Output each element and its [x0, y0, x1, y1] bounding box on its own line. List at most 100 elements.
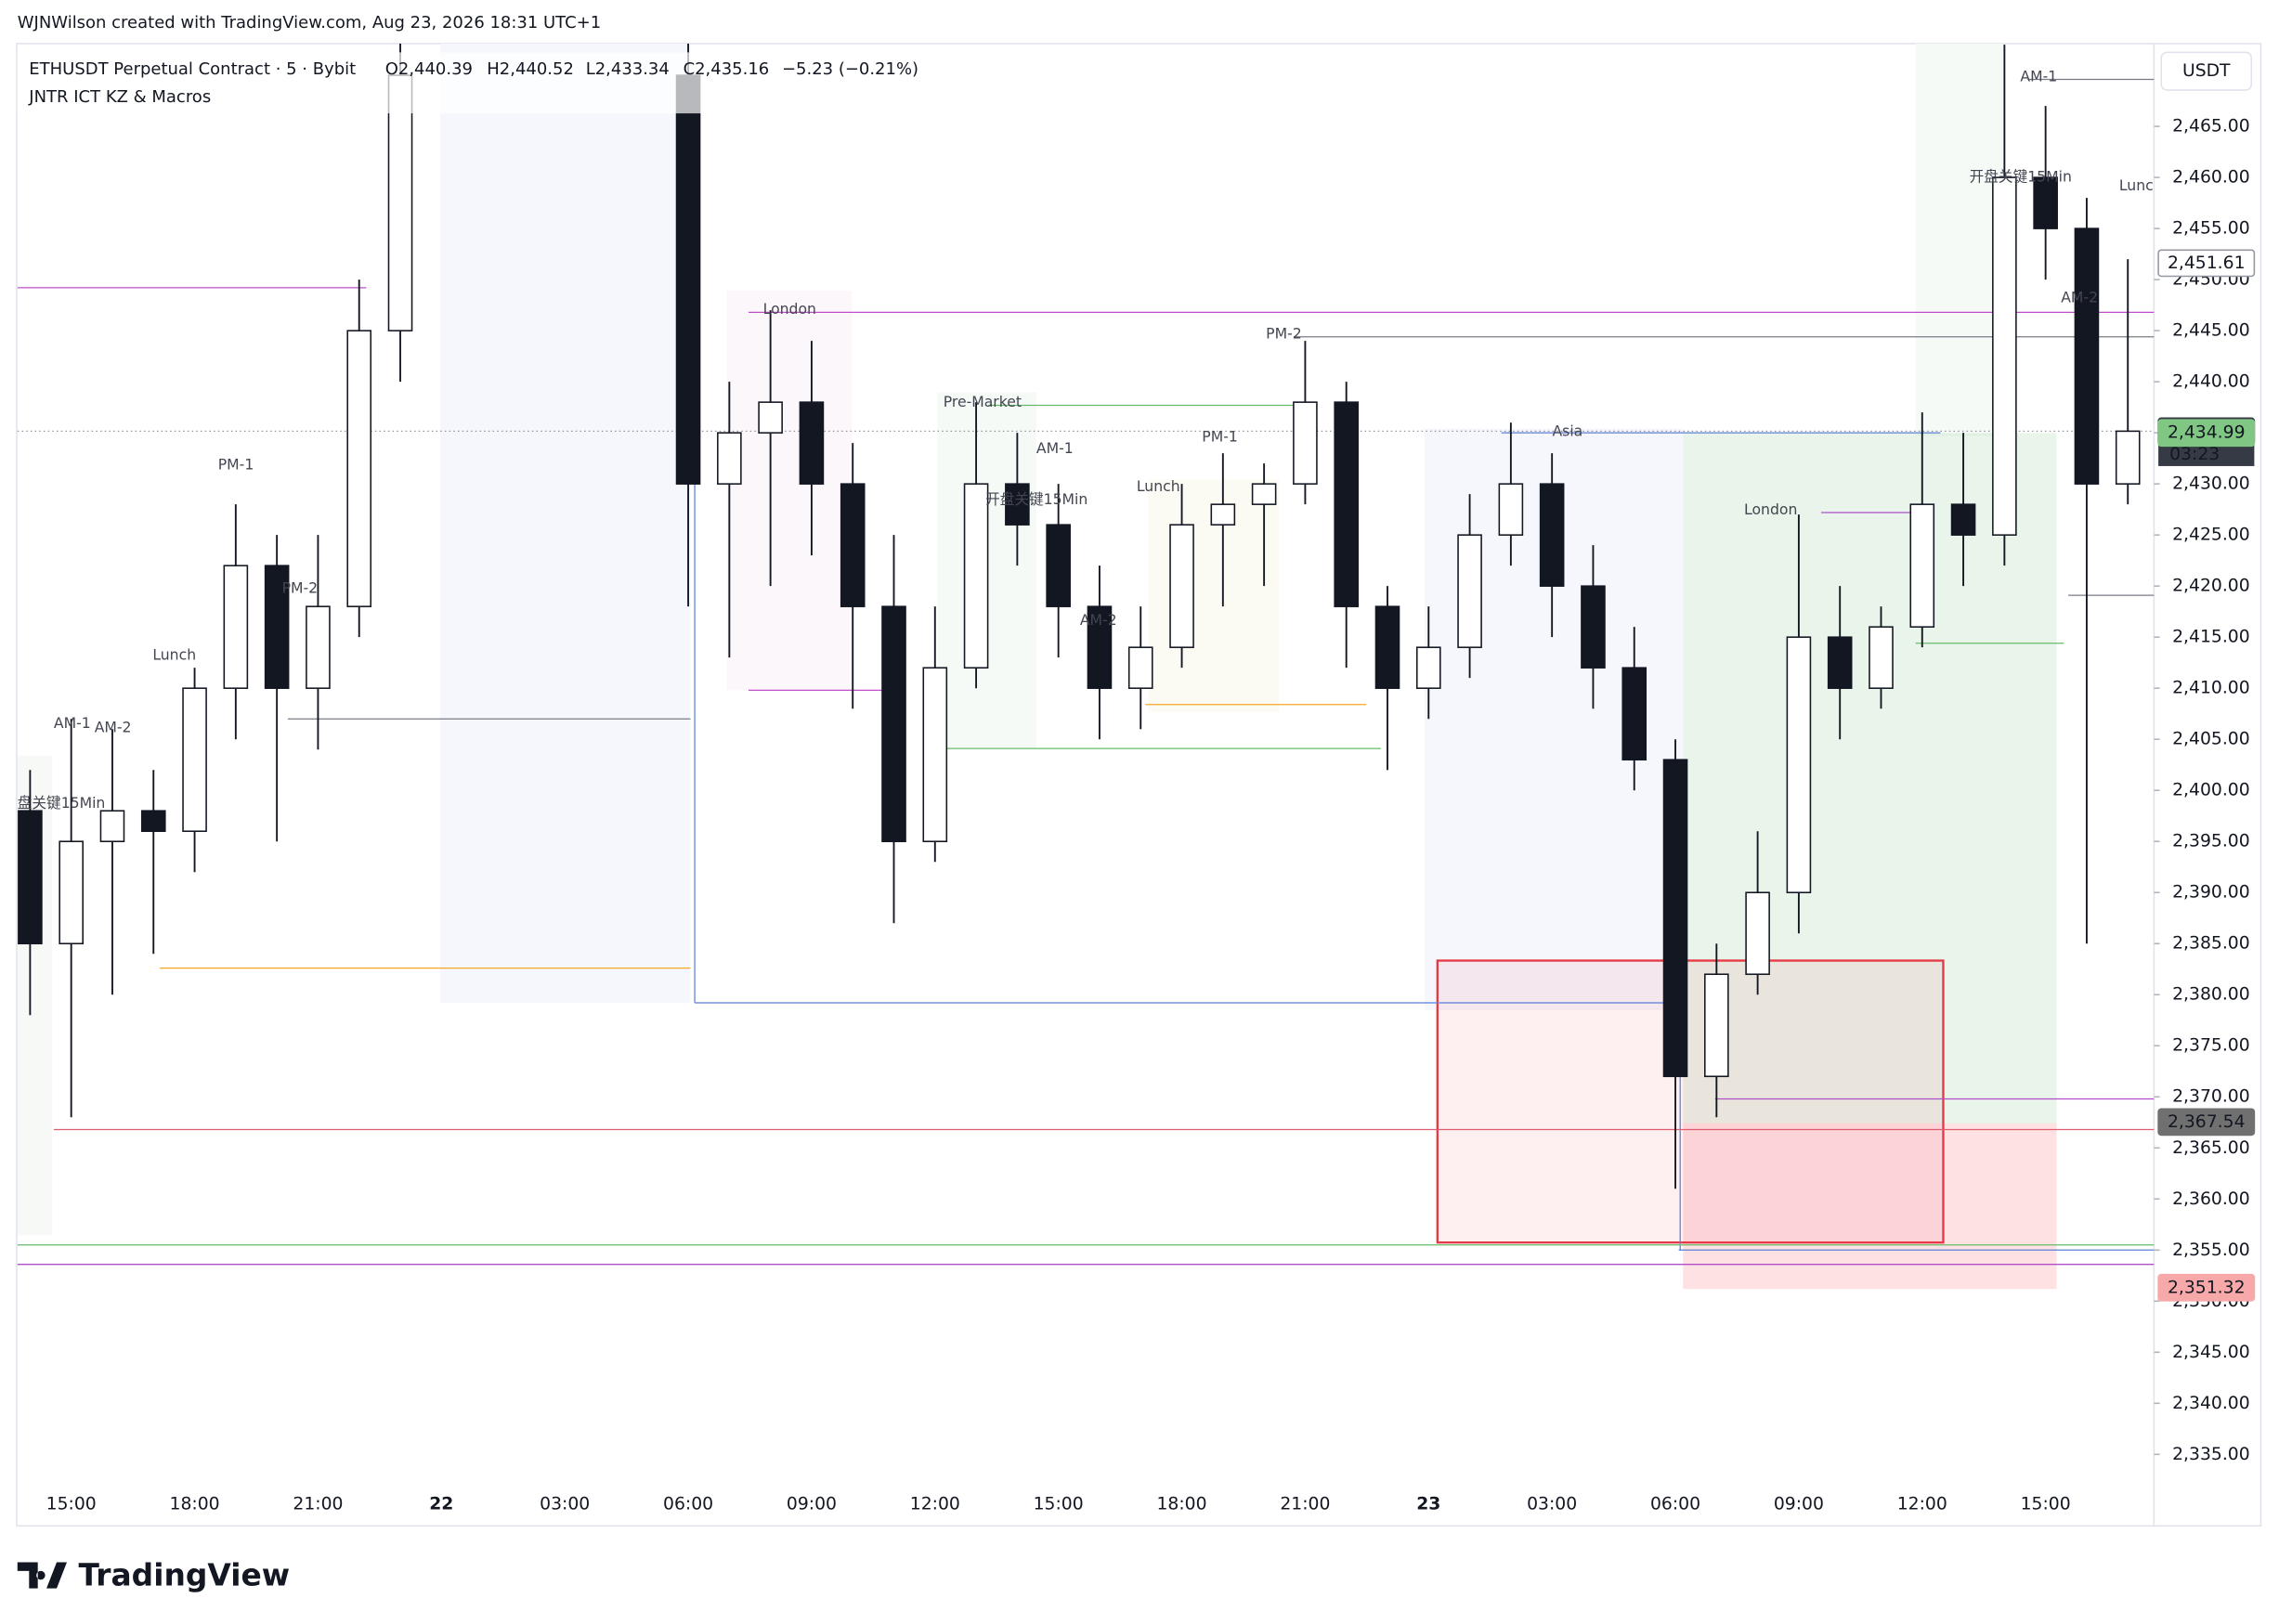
backgrounds — [17, 43, 2057, 1290]
candle-body — [1704, 973, 1729, 1078]
candle-body — [1046, 524, 1071, 607]
session-label: Pre-Market — [944, 393, 1022, 410]
y-tick-label: 2,390.00 — [2172, 883, 2250, 903]
candles — [18, 43, 2141, 1189]
x-tick-label: 18:00 — [170, 1494, 220, 1514]
candle-body — [1827, 636, 1853, 689]
x-tick-label: 09:00 — [787, 1494, 837, 1514]
y-tick-label: 2,405.00 — [2172, 730, 2250, 749]
x-tick-label: 06:00 — [663, 1494, 713, 1514]
candle-body — [306, 605, 331, 689]
y-tick-label: 2,360.00 — [2172, 1189, 2250, 1209]
session-label: PM-2 — [282, 578, 319, 596]
x-tick-label: 22 — [429, 1494, 453, 1514]
candle-body — [1950, 503, 1976, 536]
session-label: London — [1744, 500, 1797, 518]
candle-body — [99, 810, 125, 842]
candle-body — [840, 483, 866, 607]
y-tick-label: 2,395.00 — [2172, 832, 2250, 851]
y-tick-label: 2,340.00 — [2172, 1394, 2250, 1413]
ohlc-low: L2,433.34 — [586, 59, 670, 79]
candle-body — [182, 687, 207, 832]
session-label: 开盘关键15Min — [1970, 167, 2072, 185]
y-tick-label: 2,370.00 — [2172, 1087, 2250, 1107]
price-label: 2,367.54 — [2168, 1112, 2246, 1132]
candle-body — [1786, 636, 1812, 894]
y-tick-label: 2,335.00 — [2172, 1445, 2250, 1464]
y-tick-label: 2,465.00 — [2172, 117, 2250, 136]
x-tick-label: 09:00 — [1774, 1494, 1824, 1514]
session-bg — [726, 291, 853, 691]
pane-border — [16, 43, 2262, 1527]
candle-body — [140, 810, 166, 832]
currency-button[interactable] — [2160, 51, 2253, 91]
candle-body — [1745, 891, 1770, 976]
session-label: Asia — [1552, 422, 1582, 439]
candle-body — [346, 330, 372, 607]
candle-body — [1334, 401, 1360, 607]
session-label: AM-1 — [54, 714, 91, 732]
candle-body — [1251, 483, 1277, 505]
candle-body — [1415, 646, 1441, 689]
symbol: ETHUSDT Perpetual Contract · 5 · Bybit — [29, 59, 356, 79]
long-profit-zone — [1683, 433, 2057, 1124]
credit: WJNWilson created with TradingView.com, … — [18, 13, 601, 32]
x-tick-label: 21:00 — [293, 1494, 343, 1514]
candle-body — [758, 401, 783, 434]
logo-text: TradingView — [79, 1557, 291, 1593]
long-stop-zone — [1683, 1123, 2057, 1290]
session-label: Lunch — [1137, 477, 1180, 495]
price-label-box — [2157, 249, 2256, 278]
countdown: 03:23 — [2169, 445, 2220, 464]
candle-body — [1581, 585, 1606, 669]
candle-body — [1869, 626, 1894, 689]
candle-body — [1539, 483, 1565, 587]
x-tick-label: 15:00 — [46, 1494, 97, 1514]
candle-body — [264, 565, 290, 689]
price-label: 2,351.32 — [2168, 1278, 2246, 1297]
y-tick-label: 2,400.00 — [2172, 781, 2250, 800]
candle-body — [1169, 524, 1194, 648]
currency[interactable]: USDT — [2182, 61, 2231, 81]
annotations: London Pre-Market AM-1 开盘关键15Min Lunch PM-1 PM… — [18, 67, 2154, 812]
x-tick-label: 06:00 — [1650, 1494, 1700, 1514]
x-tick-label: 03:00 — [540, 1494, 590, 1514]
legend-bg — [17, 52, 919, 114]
indicator: JNTR ICT KZ & Macros — [28, 87, 211, 107]
candle-body — [675, 74, 701, 485]
candle-body — [1127, 646, 1153, 689]
candle-body — [1293, 401, 1318, 485]
y-tick-label: 2,375.00 — [2172, 1036, 2250, 1056]
x-tick-label: 12:00 — [1897, 1494, 1947, 1514]
y-tick-label: 2,415.00 — [2172, 628, 2250, 647]
x-tick-label: 15:00 — [1034, 1494, 1084, 1514]
logo-icon — [17, 1562, 67, 1589]
y-tick-label: 2,345.00 — [2172, 1343, 2250, 1362]
candle-body — [2033, 176, 2058, 229]
candle-body — [799, 401, 825, 485]
y-tick-label: 2,380.00 — [2172, 985, 2250, 1005]
ohlc-change: −5.23 (−0.21%) — [782, 59, 918, 79]
candle-body — [881, 605, 906, 842]
session-label: Lunc — [2119, 176, 2154, 194]
candle-body — [1909, 503, 1935, 628]
candle-body — [1374, 605, 1400, 689]
price-label-box — [2157, 1273, 2256, 1302]
candle-body — [2074, 227, 2100, 485]
highlight-box — [1436, 959, 1945, 1244]
ohlc-high: H2,440.52 — [487, 59, 574, 79]
session-label: PM-1 — [1202, 428, 1238, 446]
y-tick-label: 2,430.00 — [2172, 474, 2250, 494]
session-label: AM-1 — [2020, 67, 2057, 84]
price-label: 2,451.61 — [2168, 253, 2246, 273]
y-tick-label: 2,460.00 — [2172, 168, 2250, 188]
y-tick-label: 2,420.00 — [2172, 577, 2250, 596]
candle-body — [223, 565, 249, 689]
ohlc-close: C2,435.16 — [684, 59, 770, 79]
candle-body — [963, 483, 989, 669]
y-tick-label: 2,365.00 — [2172, 1138, 2250, 1158]
y-tick-label: 2,410.00 — [2172, 679, 2250, 698]
x-tick-label: 12:00 — [910, 1494, 960, 1514]
